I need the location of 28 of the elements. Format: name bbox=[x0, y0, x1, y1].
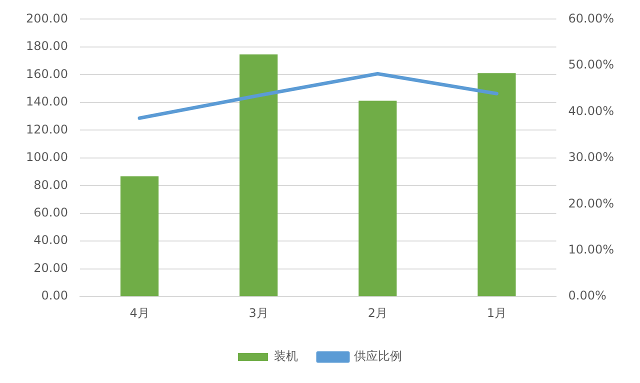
bar bbox=[120, 176, 159, 296]
y-tick-label: 60.00 bbox=[34, 206, 68, 220]
y-tick-label: 20.00 bbox=[34, 260, 68, 275]
y-tick-label: 160.00 bbox=[26, 66, 68, 81]
y2-tick-label: 50.00% bbox=[568, 58, 614, 72]
y-tick-label: 200.00 bbox=[26, 11, 68, 26]
bar bbox=[358, 100, 397, 296]
y2-tick-label: 20.00% bbox=[568, 196, 614, 210]
y-tick-label: 140.00 bbox=[26, 94, 68, 109]
legend-label: 供应比例 bbox=[354, 349, 402, 364]
y2-tick-label: 0.00% bbox=[568, 288, 606, 303]
y2-tick-label: 40.00% bbox=[568, 104, 614, 118]
y-tick-label: 0.00 bbox=[41, 288, 68, 303]
y-tick-label: 80.00 bbox=[34, 178, 68, 192]
y2-tick-label: 10.00% bbox=[568, 242, 614, 256]
x-tick-label: 3月 bbox=[248, 306, 268, 320]
y-tick-label: 180.00 bbox=[26, 39, 68, 54]
y-tick-label: 100.00 bbox=[26, 150, 68, 164]
y-tick-label: 40.00 bbox=[34, 233, 68, 248]
bar bbox=[240, 54, 278, 296]
x-tick-label: 2月 bbox=[368, 306, 388, 320]
y2-tick-label: 30.00% bbox=[568, 150, 614, 164]
bar bbox=[478, 73, 516, 296]
y2-tick-label: 60.00% bbox=[568, 11, 614, 26]
x-tick-label: 4月 bbox=[130, 306, 150, 320]
legend-label: 装机 bbox=[274, 349, 298, 364]
x-tick-label: 1月 bbox=[486, 306, 507, 320]
y-tick-label: 120.00 bbox=[26, 122, 68, 136]
